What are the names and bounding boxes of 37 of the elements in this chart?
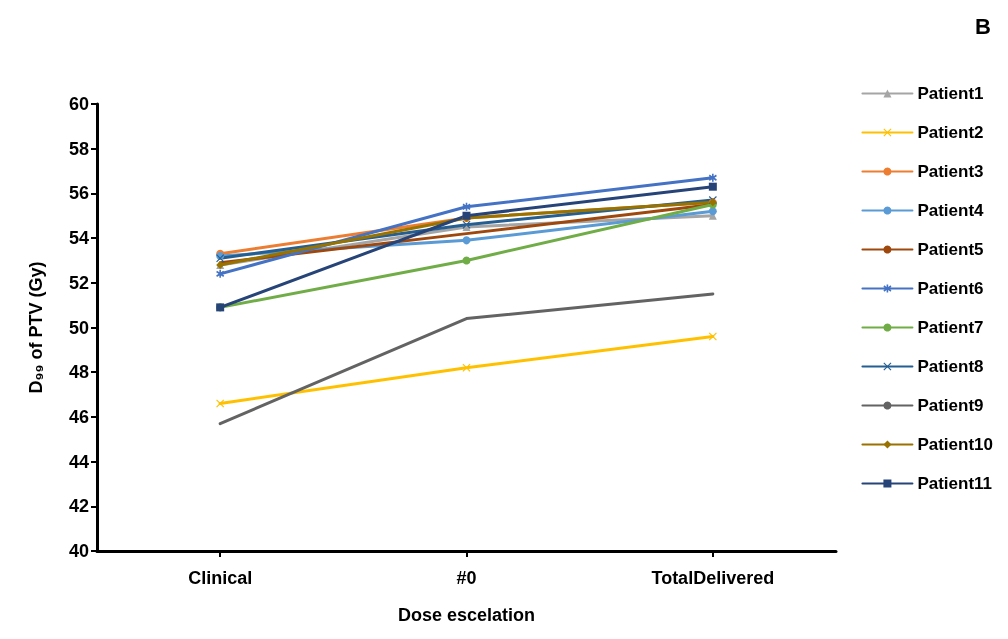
point <box>216 269 225 278</box>
legend-label: Patient9 <box>917 396 984 415</box>
legend-label: Patient8 <box>917 357 984 376</box>
y-axis-title: D₉₉ of PTV (Gy) <box>26 261 46 394</box>
x-tick-label: Clinical <box>188 568 253 588</box>
y-tick-label: 40 <box>68 541 89 561</box>
y-tick-label: 58 <box>68 138 89 159</box>
legend-label: Patient1 <box>917 84 984 103</box>
point <box>216 399 225 408</box>
legend-label: Patient2 <box>917 123 984 142</box>
y-tick-label: 56 <box>68 183 89 204</box>
y-tick-label: 54 <box>68 228 89 249</box>
point <box>708 173 717 182</box>
x-tick-label: #0 <box>456 568 477 588</box>
x-axis-title: Dose escelation <box>397 605 536 625</box>
legend-label: Patient4 <box>917 201 985 220</box>
point <box>462 256 471 265</box>
y-tick-label: 44 <box>68 451 89 472</box>
point <box>462 236 471 245</box>
y-tick-label: 50 <box>68 317 89 338</box>
y-tick-label: 52 <box>68 272 89 293</box>
y-tick-label: 46 <box>68 406 89 427</box>
legend-label: Patient3 <box>917 162 984 181</box>
point <box>708 332 717 341</box>
y-tick-label: 42 <box>68 496 89 517</box>
legend-label: Patient5 <box>917 240 984 259</box>
point <box>462 202 471 211</box>
legend-label: Patient7 <box>917 318 984 337</box>
text: B <box>975 13 991 39</box>
legend-label: Patient10 <box>917 435 994 454</box>
point <box>708 182 717 191</box>
point <box>462 363 471 372</box>
y-tick-label: 48 <box>68 362 89 383</box>
legend-label: Patient11 <box>917 474 993 493</box>
x-tick-label: TotalDelivered <box>651 568 775 588</box>
legend-label: Patient6 <box>917 279 984 298</box>
y-tick-label: 60 <box>68 94 89 114</box>
